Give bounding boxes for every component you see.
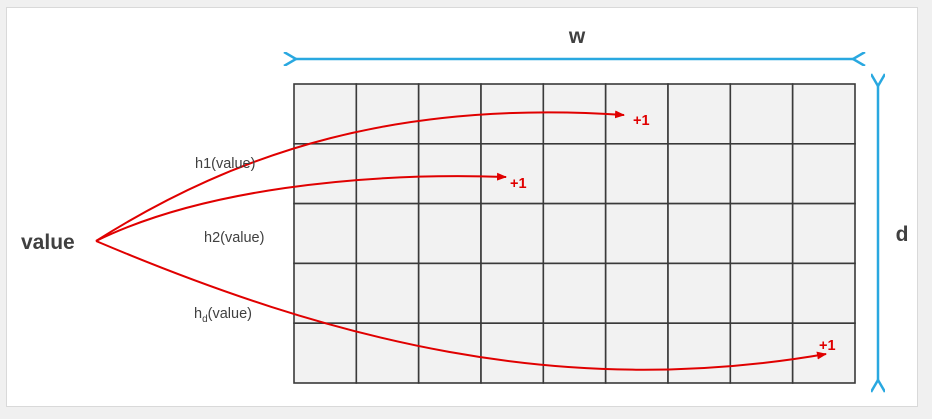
value-label: value [21,231,75,254]
grid-cell [604,143,669,205]
increment-label-h1: +1 [633,113,650,129]
grid-cell [417,262,482,324]
grid-cell [417,83,482,145]
grid-cell [729,83,794,145]
grid-cell [729,202,794,265]
grid-cell [791,83,856,145]
grid-cell [542,262,607,324]
grid-cell [667,143,732,205]
grid-cell [417,202,482,265]
grid-cell [355,262,420,324]
grid-cell [791,202,856,265]
grid-cell [480,322,545,384]
hash-label-h1: h1(value) [195,156,255,172]
hash-label-hd: hd(value) [194,306,252,325]
grid-cell [791,262,856,324]
grid-cell [729,322,794,384]
grid-cell [542,143,607,205]
grid-cell [480,143,545,205]
increment-label-hd: +1 [819,338,836,354]
hash-arrow-h2 [95,172,507,242]
grid-cell [667,262,732,324]
grid-cell [729,262,794,324]
hash-label-h2: h2(value) [204,230,264,246]
grid-cell [667,322,732,384]
grid-cell [355,143,420,205]
grid-cell [729,143,794,205]
hash-arrow-h1 [95,110,625,242]
grid-cell [604,262,669,324]
grid-cell [417,322,482,384]
grid-cell [667,202,732,265]
grid-cell [293,143,358,205]
increment-label-h2: +1 [510,176,527,192]
width-label: w [568,25,586,48]
grid-cell [355,202,420,265]
grid-cell [480,262,545,324]
grid-cell [293,322,358,384]
grid-cell [355,83,420,145]
grid-cell [417,143,482,205]
grid-cell [667,83,732,145]
grid-cell [355,322,420,384]
grid-cell [604,322,669,384]
counter-grid [293,83,856,384]
hash-arrow-hd [95,240,827,371]
depth-label: d [896,223,909,246]
grid-cell [480,202,545,265]
grid-cell [604,202,669,265]
grid-cell [791,143,856,205]
grid-cell [542,322,607,384]
grid-cell [293,202,358,265]
grid-cell [293,262,358,324]
grid-cell [542,202,607,265]
